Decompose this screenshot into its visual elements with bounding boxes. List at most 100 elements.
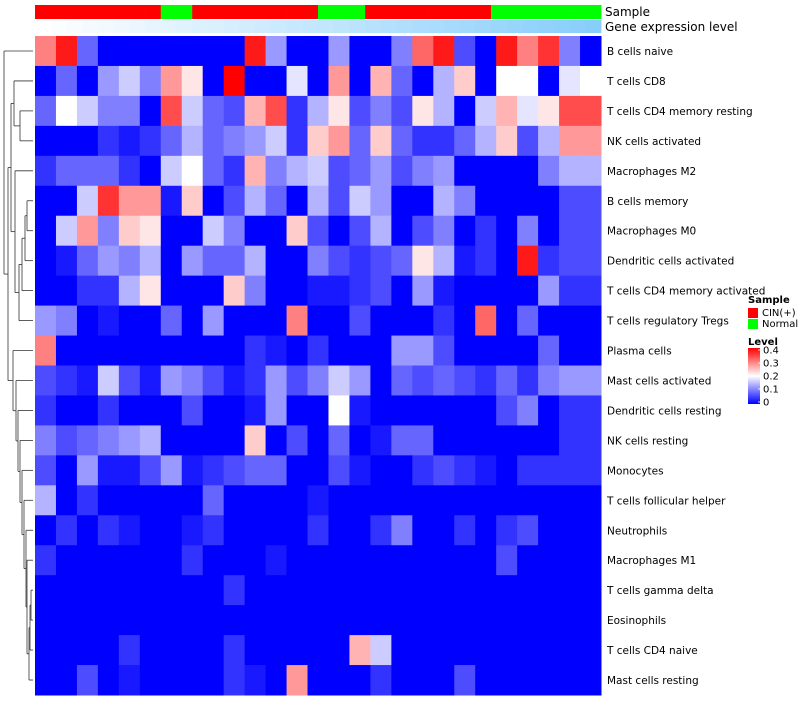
heatmap-cell bbox=[391, 305, 413, 337]
heatmap-cell bbox=[97, 425, 120, 456]
heatmap-cell bbox=[559, 575, 581, 606]
gene-expression-annotation-cell bbox=[192, 20, 209, 33]
heatmap-cell bbox=[517, 305, 539, 337]
heatmap-cell bbox=[475, 125, 497, 157]
heatmap-cell bbox=[35, 485, 57, 516]
row-label: B cells naive bbox=[607, 46, 673, 58]
heatmap-cell bbox=[139, 575, 162, 606]
heatmap-cell bbox=[454, 575, 476, 606]
heatmap-cell bbox=[202, 605, 225, 636]
gene-expression-annotation-cell bbox=[506, 20, 523, 33]
heatmap-cell bbox=[286, 425, 309, 456]
heatmap-cell bbox=[496, 95, 518, 127]
heatmap-cell bbox=[286, 305, 309, 337]
heatmap-cell bbox=[160, 65, 183, 97]
heatmap-cell bbox=[454, 155, 476, 187]
heatmap-cell bbox=[223, 245, 246, 277]
heatmap-cell bbox=[160, 605, 183, 636]
heatmap-cell bbox=[244, 245, 267, 277]
heatmap-cell bbox=[181, 395, 204, 426]
heatmap-cell bbox=[307, 455, 329, 486]
heatmap-cell bbox=[496, 305, 518, 337]
heatmap-cell bbox=[517, 245, 539, 277]
heatmap-cell bbox=[307, 185, 329, 217]
heatmap-cell bbox=[391, 395, 413, 426]
heatmap-cell bbox=[286, 605, 309, 636]
sample-annotation-cell bbox=[490, 5, 508, 19]
heatmap-cell bbox=[76, 665, 99, 696]
heatmap-cell bbox=[265, 605, 288, 636]
heatmap-cell bbox=[328, 425, 350, 456]
heatmap-cell bbox=[35, 275, 57, 307]
heatmap-cell bbox=[328, 575, 350, 606]
heatmap-cell bbox=[475, 425, 497, 456]
heatmap-cell bbox=[349, 36, 371, 67]
heatmap-cell bbox=[475, 395, 497, 426]
heatmap-cell bbox=[412, 185, 434, 217]
heatmap-cell bbox=[307, 155, 329, 187]
heatmap-cell bbox=[391, 635, 413, 666]
heatmap-cell bbox=[223, 605, 246, 636]
heatmap-cell bbox=[475, 455, 497, 486]
heatmap-cell bbox=[244, 425, 267, 456]
heatmap-cell bbox=[559, 425, 581, 456]
heatmap-cell bbox=[307, 575, 329, 606]
heatmap-cell bbox=[307, 275, 329, 307]
heatmap-cell bbox=[454, 95, 476, 127]
heatmap-cell bbox=[433, 395, 455, 426]
heatmap-cell bbox=[328, 245, 350, 277]
heatmap-cell bbox=[559, 605, 581, 636]
heatmap-cell bbox=[580, 425, 602, 456]
heatmap-cell bbox=[181, 485, 204, 516]
gene-expression-annotation-cell bbox=[490, 20, 508, 33]
heatmap-cell bbox=[349, 365, 371, 396]
heatmap-cell bbox=[97, 185, 120, 217]
heatmap-cell bbox=[370, 36, 392, 67]
heatmap-cell bbox=[202, 575, 225, 606]
heatmap-cell bbox=[370, 215, 392, 247]
gene-expression-annotation-cell bbox=[412, 20, 429, 33]
heatmap-cell bbox=[181, 36, 204, 67]
gene-expression-annotation-cell bbox=[302, 20, 319, 33]
gene-expression-annotation-cell bbox=[569, 20, 586, 33]
heatmap-cell bbox=[244, 305, 267, 337]
heatmap-cell bbox=[412, 155, 434, 187]
heatmap-cell bbox=[559, 455, 581, 486]
heatmap-cell bbox=[349, 425, 371, 456]
heatmap-cell bbox=[265, 545, 288, 576]
heatmap-cell bbox=[517, 515, 539, 546]
heatmap-cell bbox=[35, 365, 57, 396]
heatmap-cell bbox=[223, 335, 246, 366]
sample-annotation-cell bbox=[129, 5, 146, 19]
heatmap-cell bbox=[391, 575, 413, 606]
heatmap-cell bbox=[139, 515, 162, 546]
heatmap-cell bbox=[265, 155, 288, 187]
heatmap-cell bbox=[223, 36, 246, 67]
heatmap-cell bbox=[370, 455, 392, 486]
heatmap-cell bbox=[454, 335, 476, 366]
heatmap-cell bbox=[391, 65, 413, 97]
heatmap-cell bbox=[76, 155, 99, 187]
heatmap-cell bbox=[433, 605, 455, 636]
sample-annotation-cell bbox=[302, 5, 319, 19]
heatmap-cell bbox=[286, 545, 309, 576]
heatmap-cell bbox=[454, 215, 476, 247]
gene-expression-annotation-cell bbox=[255, 20, 272, 33]
heatmap-cell bbox=[223, 185, 246, 217]
heatmap-cell bbox=[181, 335, 204, 366]
heatmap-cell bbox=[97, 36, 120, 67]
heatmap-cell bbox=[76, 95, 99, 127]
heatmap-cell bbox=[454, 485, 476, 516]
heatmap-cell bbox=[181, 635, 204, 666]
heatmap-cell bbox=[307, 215, 329, 247]
heatmap-cell bbox=[307, 605, 329, 636]
heatmap-cell bbox=[538, 455, 560, 486]
heatmap-cell bbox=[286, 215, 309, 247]
heatmap-cell bbox=[517, 575, 539, 606]
heatmap-cell bbox=[223, 365, 246, 396]
gene-expression-annotation-cell bbox=[365, 20, 382, 33]
heatmap-cell bbox=[181, 545, 204, 576]
heatmap-cell bbox=[580, 575, 602, 606]
heatmap-cell bbox=[349, 635, 371, 666]
heatmap-cell bbox=[265, 635, 288, 666]
